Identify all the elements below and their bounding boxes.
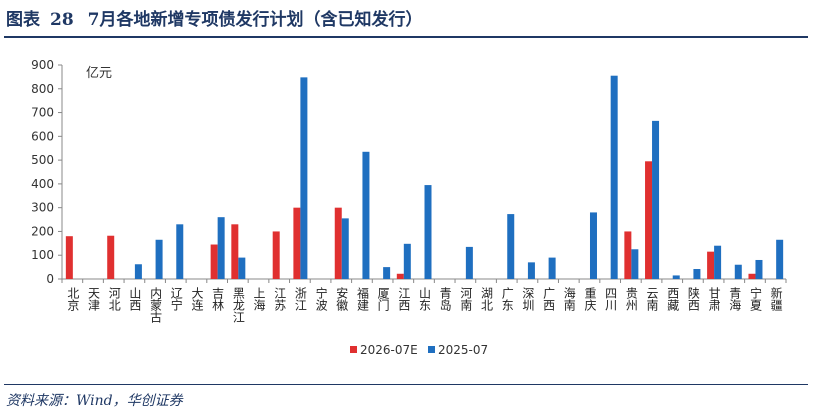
bar-actual bbox=[424, 185, 432, 279]
category-label: 四川 bbox=[604, 287, 618, 311]
bar-actual bbox=[507, 214, 515, 279]
bar-actual bbox=[217, 217, 225, 279]
category-label: 湖北 bbox=[480, 286, 494, 312]
bar-actual bbox=[403, 243, 411, 279]
category-label: 河南 bbox=[459, 287, 473, 311]
figure-title-text: 7月各地新增专项债发行计划（含已知发行） bbox=[87, 10, 423, 30]
bar-estimate bbox=[396, 273, 404, 279]
y-tick-label: 700 bbox=[31, 106, 54, 120]
category-label: 西藏 bbox=[666, 287, 680, 312]
category-label: 吉林 bbox=[211, 287, 225, 311]
bar-estimate bbox=[645, 161, 653, 279]
category-label: 内蒙古 bbox=[149, 287, 163, 323]
bar-actual bbox=[631, 249, 639, 279]
category-label: 新疆 bbox=[769, 286, 783, 311]
category-label: 广东 bbox=[500, 287, 514, 311]
bar-actual bbox=[693, 269, 701, 279]
bar-actual bbox=[610, 75, 618, 279]
category-label: 大连 bbox=[190, 287, 204, 312]
bar-estimate bbox=[707, 251, 715, 279]
category-label: 山西 bbox=[128, 287, 142, 311]
y-unit-label: 亿元 bbox=[86, 66, 112, 81]
category-label: 厦门 bbox=[376, 287, 390, 311]
bar-estimate bbox=[334, 207, 342, 279]
category-label: 河北 bbox=[107, 287, 121, 312]
category-label: 宁夏 bbox=[748, 286, 762, 311]
legend-entry: 2026-07E bbox=[360, 343, 418, 357]
category-label: 宁波 bbox=[314, 286, 328, 312]
legend-entry: 2025-07 bbox=[438, 343, 488, 357]
category-label: 江西 bbox=[397, 287, 411, 311]
category-label: 北京 bbox=[66, 287, 80, 312]
bar-estimate bbox=[107, 235, 115, 279]
category-label: 陕西 bbox=[686, 286, 700, 311]
bar-actual bbox=[734, 264, 742, 279]
y-tick-label: 500 bbox=[31, 153, 54, 167]
bar-actual bbox=[589, 212, 597, 279]
footer-rule bbox=[4, 384, 808, 385]
legend-swatch bbox=[350, 346, 357, 353]
category-label: 海南 bbox=[562, 286, 576, 311]
bar-actual bbox=[527, 262, 535, 279]
y-tick-label: 300 bbox=[31, 201, 54, 215]
y-tick-label: 0 bbox=[46, 272, 54, 286]
bar-actual bbox=[672, 275, 680, 279]
legend-swatch bbox=[428, 346, 435, 353]
y-tick-label: 900 bbox=[31, 58, 54, 72]
figure-number: 28 bbox=[50, 10, 74, 30]
bar-actual bbox=[341, 218, 349, 279]
category-label: 青海 bbox=[728, 287, 742, 311]
y-tick-label: 800 bbox=[31, 82, 54, 96]
category-label: 江苏 bbox=[273, 287, 287, 311]
bar-estimate bbox=[748, 273, 756, 279]
category-label: 贵州 bbox=[624, 287, 638, 311]
chart-category-labels: 北京 天津 河北 山西 内蒙古 辽宁 大连 吉林 黑龙江 上海 江苏 浙江 宁波 安徽 福建 厦门 江西 山东 青岛… bbox=[66, 286, 783, 323]
bar-actual bbox=[548, 257, 556, 279]
bar-estimate bbox=[210, 244, 218, 279]
bar-actual bbox=[755, 259, 763, 279]
bar-actual bbox=[238, 257, 246, 279]
y-tick-label: 600 bbox=[31, 129, 54, 143]
category-label: 浙江 bbox=[293, 287, 307, 311]
y-tick-label: 400 bbox=[31, 177, 54, 191]
bar-actual bbox=[176, 224, 184, 279]
bar-actual bbox=[465, 246, 473, 279]
bar-actual bbox=[776, 239, 784, 279]
category-label: 福建 bbox=[355, 286, 369, 312]
chart-axes: 0 100 200 300 400 500 600 700 800 900 bbox=[31, 58, 787, 286]
chart-legend: 2026-07E 2025-07 bbox=[350, 343, 488, 357]
bar-actual bbox=[652, 120, 660, 279]
y-tick-label: 100 bbox=[31, 248, 54, 262]
bar-actual bbox=[383, 267, 391, 279]
bar-chart: 0 100 200 300 400 500 600 700 800 900 北京 天津 河北 山西 内蒙古… bbox=[31, 58, 787, 357]
figure-title: 图表 28 7月各地新增专项债发行计划（含已知发行） bbox=[6, 5, 423, 30]
category-label: 黑龙江 bbox=[231, 287, 245, 323]
bar-estimate bbox=[231, 224, 239, 279]
figure-label: 图表 bbox=[6, 10, 40, 30]
bar-actual bbox=[300, 77, 308, 279]
chart-bars bbox=[65, 75, 784, 279]
bar-estimate bbox=[65, 236, 73, 279]
category-label: 辽宁 bbox=[169, 287, 183, 311]
title-rule bbox=[4, 36, 808, 38]
y-tick-label: 200 bbox=[31, 224, 54, 238]
category-label: 安徽 bbox=[335, 286, 349, 311]
bar-estimate bbox=[293, 207, 301, 279]
category-label: 天津 bbox=[87, 287, 101, 311]
bar-actual bbox=[155, 239, 163, 279]
bar-actual bbox=[714, 245, 722, 279]
bar-estimate bbox=[272, 231, 280, 279]
category-label: 广西 bbox=[542, 287, 556, 311]
category-label: 深圳 bbox=[521, 287, 535, 311]
source-note: 资料来源：Wind，华创证券 bbox=[6, 393, 183, 409]
bar-actual bbox=[134, 264, 142, 279]
category-label: 青岛 bbox=[438, 287, 452, 312]
category-label: 山东 bbox=[418, 287, 432, 311]
category-label: 上海 bbox=[252, 287, 266, 311]
bar-actual bbox=[362, 151, 370, 279]
bar-estimate bbox=[624, 231, 632, 279]
category-label: 云南 bbox=[645, 287, 659, 311]
category-label: 重庆 bbox=[583, 287, 597, 311]
category-label: 甘肃 bbox=[707, 287, 721, 312]
